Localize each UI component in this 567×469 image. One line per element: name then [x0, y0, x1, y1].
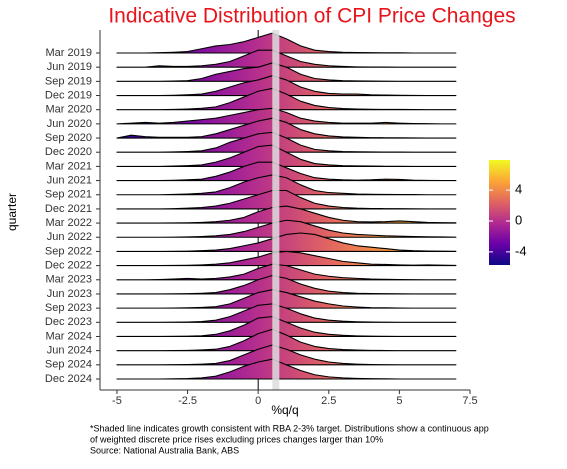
- ridge: [116, 117, 457, 139]
- y-axis-label: quarter: [5, 193, 19, 231]
- y-tick-label: Jun 2020: [47, 118, 92, 130]
- ridge: [116, 344, 457, 366]
- y-tick-label: Dec 2024: [45, 373, 92, 385]
- y-tick-label: Sep 2024: [45, 359, 92, 371]
- ridge: [116, 263, 457, 281]
- ridge: [116, 232, 457, 252]
- ridge: [116, 316, 457, 338]
- ridge: [116, 250, 457, 267]
- y-tick-label: Jun 2021: [47, 174, 92, 186]
- ridge: [116, 62, 457, 82]
- y-tick-label: Dec 2021: [45, 203, 92, 215]
- ridge: [116, 161, 457, 182]
- ridge: [116, 189, 457, 210]
- y-tick-label: Sep 2020: [45, 132, 92, 144]
- y-tick-label: Dec 2020: [45, 146, 92, 158]
- chart-title: Indicative Distribution of CPI Price Cha…: [108, 5, 515, 28]
- y-tick-label: Mar 2020: [46, 104, 92, 116]
- y-tick-label: Sep 2021: [45, 189, 92, 201]
- y-tick-label: Jun 2022: [47, 231, 92, 243]
- x-tick-label: -2.5: [178, 395, 197, 407]
- y-tick-label: Mar 2024: [46, 330, 92, 342]
- x-axis-label: %q/q: [271, 403, 298, 417]
- x-tick-label: 5: [396, 395, 402, 407]
- y-tick-label: Jun 2023: [47, 288, 92, 300]
- y-tick-label: Mar 2021: [46, 160, 92, 172]
- ridge: [116, 274, 457, 295]
- x-tick-label: 0: [255, 395, 261, 407]
- colorbar-tick-label: 0: [515, 212, 522, 227]
- ridge: [116, 87, 457, 111]
- y-tick-label: Sep 2022: [45, 245, 92, 257]
- ridge: [116, 303, 457, 323]
- y-tick-label: Jun 2019: [47, 61, 92, 73]
- target-band: [272, 30, 280, 390]
- x-tick-label: 7.5: [462, 395, 477, 407]
- ridge: [116, 107, 457, 125]
- ridge: [116, 32, 457, 54]
- colorbar-tick-label: -4: [515, 243, 527, 258]
- ridge: [116, 131, 457, 153]
- x-tick-label: -5: [112, 395, 122, 407]
- ridge: [116, 75, 457, 97]
- footnote: of weighted discrete price rises excludi…: [90, 434, 383, 444]
- y-tick-label: Mar 2023: [46, 274, 92, 286]
- x-tick-label: 2.5: [321, 395, 336, 407]
- y-tick-label: Dec 2023: [45, 316, 92, 328]
- footnote: Source: National Australia Bank, ABS: [90, 445, 239, 455]
- colorbar-tick-label: 4: [515, 182, 522, 197]
- ridge: [116, 49, 457, 68]
- footnote: *Shaded line indicates growth consistent…: [90, 423, 489, 433]
- ridge: [116, 358, 457, 380]
- y-tick-label: Sep 2023: [45, 302, 92, 314]
- ridge: [116, 144, 457, 167]
- y-tick-label: Mar 2022: [46, 217, 92, 229]
- ridge: [116, 328, 457, 352]
- y-tick-label: Sep 2019: [45, 75, 92, 87]
- y-tick-label: Jun 2024: [47, 345, 92, 357]
- y-tick-label: Mar 2019: [46, 47, 92, 59]
- ridge: [116, 205, 457, 224]
- ridge: [116, 289, 457, 309]
- colorbar: [489, 160, 510, 265]
- y-tick-label: Dec 2019: [45, 89, 92, 101]
- ridge: [116, 174, 457, 196]
- ridge: [116, 219, 457, 238]
- y-tick-label: Dec 2022: [45, 260, 92, 272]
